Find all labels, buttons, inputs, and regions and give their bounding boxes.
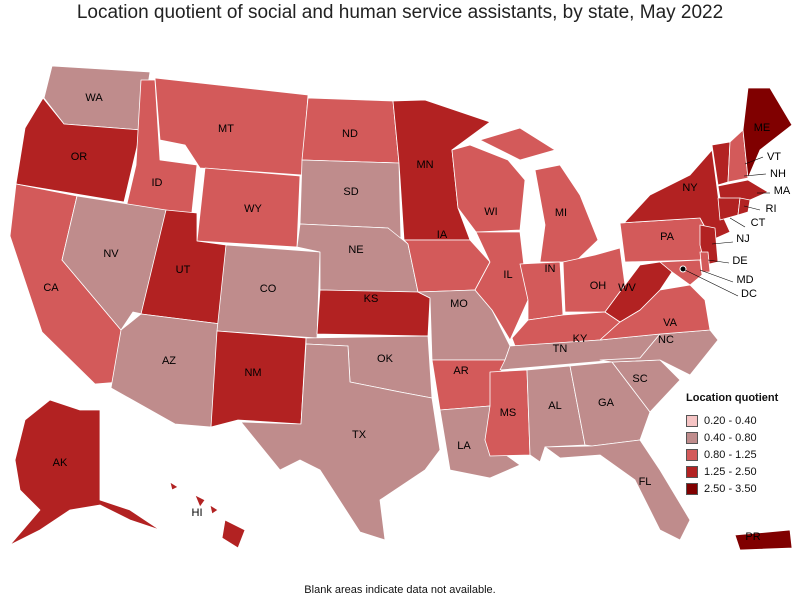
state-KS: [316, 289, 431, 337]
legend-swatch-4: [686, 482, 698, 495]
state-label-MI: MI: [555, 207, 567, 219]
state-MT: [154, 77, 309, 176]
state-label-GA: GA: [598, 397, 615, 409]
legend-item: 1.25 - 2.50: [686, 463, 778, 480]
state-label-AZ: AZ: [162, 355, 176, 367]
state-label-KY: KY: [573, 333, 588, 345]
state-label-CA: CA: [43, 282, 59, 294]
state-label-IA: IA: [437, 229, 448, 241]
state-AK: [9, 399, 161, 546]
state-NM: [210, 330, 307, 428]
legend-label: 0.20 - 0.40: [704, 414, 757, 427]
state-label-PR: PR: [745, 531, 760, 543]
legend-swatch-0: [686, 414, 698, 427]
state-label-IN: IN: [545, 263, 556, 275]
state-label-FL: FL: [639, 476, 652, 488]
state-label-ND: ND: [342, 128, 358, 140]
state-DE: [699, 251, 711, 273]
state-label-TN: TN: [553, 343, 568, 355]
state-label-IL: IL: [503, 269, 512, 281]
legend-item: 0.20 - 0.40: [686, 412, 778, 429]
state-OR: [15, 97, 142, 203]
state-label-MO: MO: [450, 298, 468, 310]
legend-item: 0.40 - 0.80: [686, 429, 778, 446]
state-label-OK: OK: [377, 353, 394, 365]
state-AZ: [110, 313, 222, 428]
state-label-MT: MT: [218, 123, 234, 135]
state-label-KS: KS: [364, 293, 379, 305]
state-label-CT: CT: [751, 217, 766, 229]
state-MA: [717, 179, 769, 201]
state-label-OR: OR: [71, 151, 88, 163]
legend-item: 2.50 - 3.50: [686, 480, 778, 497]
state-MD: [659, 259, 703, 286]
state-label-WV: WV: [618, 282, 636, 294]
state-NC: [599, 329, 719, 376]
state-label-LA: LA: [457, 440, 471, 452]
state-label-NC: NC: [658, 334, 674, 346]
state-label-MN: MN: [416, 159, 433, 171]
state-label-CO: CO: [260, 283, 277, 295]
legend-label: 2.50 - 3.50: [704, 482, 757, 495]
state-label-HI: HI: [192, 507, 203, 519]
state-label-WI: WI: [484, 206, 497, 218]
state-label-TX: TX: [352, 429, 367, 441]
legend-item: 0.80 - 1.25: [686, 446, 778, 463]
state-label-AK: AK: [53, 457, 68, 469]
state-PR: [734, 529, 793, 551]
state-label-PA: PA: [660, 231, 675, 243]
state-label-NV: NV: [103, 248, 119, 260]
footnote: Blank areas indicate data not available.: [304, 584, 496, 596]
state-label-MS: MS: [500, 407, 517, 419]
state-IL: [474, 231, 529, 341]
state-label-NJ: NJ: [736, 233, 749, 245]
state-label-SC: SC: [632, 373, 647, 385]
state-CT: [717, 197, 741, 221]
state-label-SD: SD: [343, 186, 358, 198]
legend-title: Location quotient: [686, 392, 779, 404]
state-MI: [479, 127, 599, 263]
state-label-MD: MD: [736, 274, 753, 286]
state-label-NY: NY: [682, 182, 698, 194]
state-FL: [544, 439, 691, 541]
legend-swatch-1: [686, 431, 698, 444]
legend-label: 0.40 - 0.80: [704, 431, 757, 444]
state-WI: [451, 144, 526, 233]
state-label-UT: UT: [176, 264, 191, 276]
legend-swatch-3: [686, 465, 698, 478]
state-label-DE: DE: [732, 255, 747, 267]
map-legend: Location quotient 0.20 - 0.40 0.40 - 0.8…: [686, 392, 778, 497]
state-NY: [619, 149, 731, 241]
legend-swatch-2: [686, 448, 698, 461]
state-RI: [737, 197, 751, 216]
state-label-VT: VT: [767, 151, 781, 163]
state-label-AL: AL: [548, 400, 561, 412]
legend-label: 1.25 - 2.50: [704, 465, 757, 478]
state-label-ID: ID: [152, 177, 163, 189]
state-label-WA: WA: [85, 92, 103, 104]
map-title: Location quotient of social and human se…: [76, 2, 724, 23]
state-label-WY: WY: [244, 203, 262, 215]
state-HI: [169, 481, 246, 549]
state-label-OH: OH: [590, 280, 607, 292]
state-label-MA: MA: [774, 185, 791, 197]
legend-label: 0.80 - 1.25: [704, 448, 757, 461]
state-label-NH: NH: [770, 168, 786, 180]
state-WV: [604, 261, 673, 323]
state-label-DC: DC: [741, 288, 757, 300]
state-ME: [742, 87, 793, 179]
state-label-VA: VA: [663, 317, 678, 329]
state-ID: [124, 79, 198, 222]
state-label-NM: NM: [244, 367, 261, 379]
state-label-NE: NE: [348, 244, 363, 256]
state-label-ME: ME: [754, 122, 771, 134]
state-TX: [240, 343, 441, 541]
state-IN: [519, 261, 564, 321]
state-IA: [403, 239, 491, 293]
state-label-AR: AR: [453, 365, 468, 377]
state-label-RI: RI: [766, 203, 777, 215]
